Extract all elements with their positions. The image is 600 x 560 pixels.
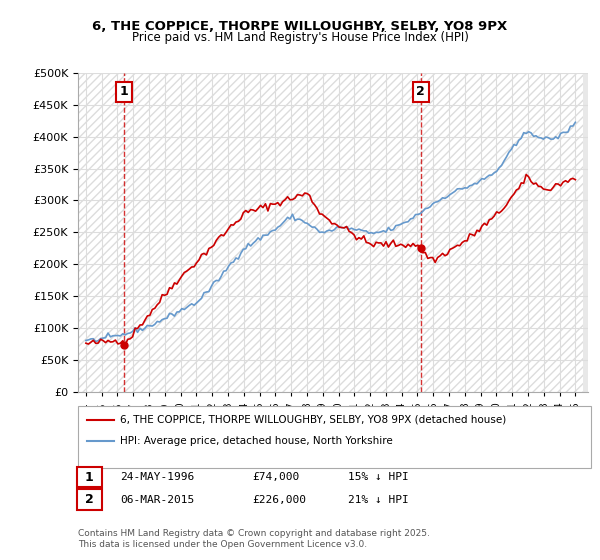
Text: 1: 1 — [85, 470, 94, 484]
Text: £74,000: £74,000 — [252, 472, 299, 482]
Text: 21% ↓ HPI: 21% ↓ HPI — [348, 494, 409, 505]
Text: 06-MAR-2015: 06-MAR-2015 — [120, 494, 194, 505]
Text: £226,000: £226,000 — [252, 494, 306, 505]
Text: 2: 2 — [85, 493, 94, 506]
Text: 15% ↓ HPI: 15% ↓ HPI — [348, 472, 409, 482]
Text: Contains HM Land Registry data © Crown copyright and database right 2025.
This d: Contains HM Land Registry data © Crown c… — [78, 529, 430, 549]
Text: 6, THE COPPICE, THORPE WILLOUGHBY, SELBY, YO8 9PX (detached house): 6, THE COPPICE, THORPE WILLOUGHBY, SELBY… — [120, 415, 506, 425]
Text: 6, THE COPPICE, THORPE WILLOUGHBY, SELBY, YO8 9PX: 6, THE COPPICE, THORPE WILLOUGHBY, SELBY… — [92, 20, 508, 32]
Text: 24-MAY-1996: 24-MAY-1996 — [120, 472, 194, 482]
Text: 2: 2 — [416, 86, 425, 99]
Text: Price paid vs. HM Land Registry's House Price Index (HPI): Price paid vs. HM Land Registry's House … — [131, 31, 469, 44]
Text: 1: 1 — [119, 86, 128, 99]
Text: HPI: Average price, detached house, North Yorkshire: HPI: Average price, detached house, Nort… — [120, 436, 393, 446]
